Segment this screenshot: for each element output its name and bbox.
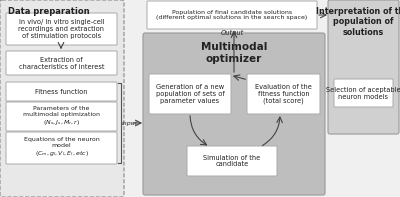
FancyBboxPatch shape	[147, 1, 317, 29]
FancyBboxPatch shape	[6, 13, 117, 45]
FancyBboxPatch shape	[6, 82, 117, 101]
FancyBboxPatch shape	[328, 0, 399, 134]
Text: Population of final candidate solutions
(different optimal solutions in the sear: Population of final candidate solutions …	[156, 10, 308, 20]
Text: Selection of aceptable
neuron models: Selection of aceptable neuron models	[326, 86, 400, 99]
FancyBboxPatch shape	[187, 146, 277, 176]
Text: In vivo/ In vitro single-cell
recordings and extraction
of stimulation protocols: In vivo/ In vitro single-cell recordings…	[18, 19, 104, 39]
Text: Fitness function: Fitness function	[35, 88, 88, 95]
Text: input: input	[122, 121, 138, 125]
Text: Simulation of the
candidate: Simulation of the candidate	[203, 154, 261, 167]
Text: Interpretation of the
population of
solutions: Interpretation of the population of solu…	[316, 7, 400, 37]
FancyBboxPatch shape	[143, 33, 325, 195]
FancyBboxPatch shape	[149, 74, 231, 114]
FancyBboxPatch shape	[247, 74, 320, 114]
FancyBboxPatch shape	[6, 51, 117, 75]
Text: Output: Output	[220, 30, 244, 36]
Text: Evaluation of the
fitness function
(total score): Evaluation of the fitness function (tota…	[255, 84, 312, 104]
Text: Multimodal
optimizer: Multimodal optimizer	[201, 42, 267, 64]
FancyBboxPatch shape	[334, 79, 393, 107]
Text: Equations of the neuron
model
$(C_m,g_l,V_l,E_l, etc)$: Equations of the neuron model $(C_m,g_l,…	[24, 138, 99, 159]
FancyBboxPatch shape	[6, 102, 117, 131]
Text: Data preparation: Data preparation	[8, 7, 90, 16]
FancyBboxPatch shape	[0, 0, 124, 197]
Text: Parameters of the
multimodal optimization
$(N_s,J_s,M_r,r)$: Parameters of the multimodal optimizatio…	[23, 106, 100, 127]
FancyBboxPatch shape	[6, 132, 117, 164]
Text: Extraction of
characteristics of interest: Extraction of characteristics of interes…	[19, 57, 104, 70]
Text: Generation of a new
population of sets of
parameter values: Generation of a new population of sets o…	[156, 84, 224, 104]
